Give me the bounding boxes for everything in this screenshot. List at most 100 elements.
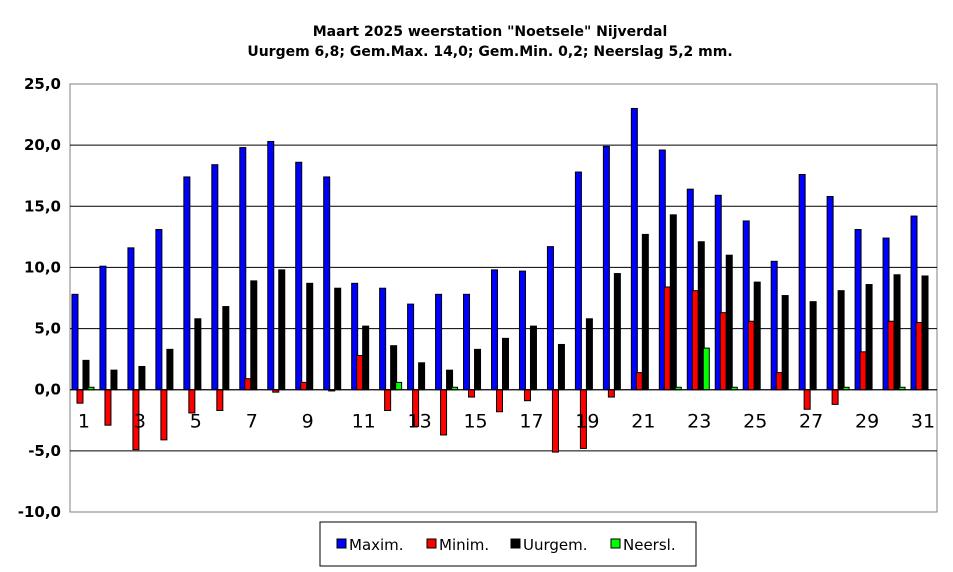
mean-bar: [725, 254, 733, 391]
mean-bar: [557, 343, 565, 391]
bars: [70, 107, 937, 453]
min-bar: [663, 286, 671, 391]
min-bar: [691, 290, 699, 391]
max-bar: [127, 247, 135, 391]
min-bar: [719, 312, 727, 391]
min-bar: [384, 389, 392, 412]
mean-bar: [166, 348, 174, 391]
x-tick-label: 21: [631, 411, 655, 433]
min-bar: [356, 354, 364, 391]
legend-label: Neersl.: [623, 536, 676, 554]
mean-bar: [893, 274, 901, 391]
y-tick-label: -10,0: [18, 503, 61, 521]
x-tick-label: 23: [687, 411, 711, 433]
mean-bar: [669, 214, 677, 391]
max-bar: [491, 269, 498, 391]
y-tick-label: 5,0: [34, 320, 61, 338]
x-tick-label: 3: [134, 411, 146, 433]
legend-swatch: [510, 538, 521, 549]
mean-bar: [474, 348, 482, 391]
min-bar: [803, 389, 811, 410]
min-bar: [216, 389, 224, 412]
chart-title: Maart 2025 weerstation "Noetsele" Nijver…: [313, 24, 668, 40]
min-bar: [887, 320, 895, 391]
y-tick-label: 10,0: [24, 258, 61, 276]
legend-label: Minim.: [439, 536, 489, 554]
x-tick-label: 1: [78, 411, 90, 433]
max-bar: [574, 171, 582, 391]
max-bar: [463, 293, 471, 391]
max-bar: [602, 145, 610, 391]
rain-bar: [702, 347, 710, 391]
max-bar: [630, 107, 638, 391]
max-bar: [71, 293, 79, 391]
mean-bar: [502, 337, 509, 391]
y-tick-label: 25,0: [24, 75, 61, 93]
mean-bar: [753, 281, 761, 391]
y-tick-label: 20,0: [24, 136, 61, 154]
mean-bar: [82, 359, 90, 391]
x-axis-ticks: 1 3 5 7 9 11 13 15 17 19 21 23 25 27 29 31: [78, 411, 935, 433]
min-bar: [915, 321, 923, 391]
legend-swatch: [336, 538, 347, 549]
mean-bar: [278, 269, 286, 391]
min-bar: [76, 389, 84, 404]
max-bar: [770, 260, 778, 391]
max-bar: [155, 229, 163, 391]
y-axis-ticks: 25,0 20,0 15,0 10,0 5,0 0,0 -5,0 -10,0: [18, 75, 61, 521]
plot-area: [69, 83, 938, 513]
mean-bar: [641, 233, 649, 391]
legend-swatch: [610, 538, 621, 549]
min-bar: [551, 389, 559, 453]
x-tick-label: 5: [190, 411, 202, 433]
min-bar: [859, 351, 867, 391]
legend-label: Maxim.: [349, 536, 404, 554]
x-tick-label: 11: [352, 411, 376, 433]
max-bar: [183, 176, 191, 391]
max-bar: [798, 173, 806, 391]
mean-bar: [222, 306, 230, 391]
x-tick-label: 15: [463, 411, 487, 433]
min-bar: [300, 381, 308, 391]
max-bar: [295, 161, 303, 391]
legend: Maxim. Minim. Uurgem. Neersl.: [319, 521, 697, 567]
min-bar: [104, 389, 112, 426]
mean-bar: [865, 284, 873, 391]
max-bar: [407, 303, 415, 391]
mean-bar: [138, 365, 146, 391]
legend-label: Uurgem.: [523, 536, 588, 554]
min-bar: [747, 320, 755, 391]
mean-bar: [194, 318, 202, 391]
x-tick-label: 7: [246, 411, 258, 433]
legend-swatch: [426, 538, 437, 549]
mean-bar: [250, 280, 258, 391]
x-tick-label: 19: [575, 411, 599, 433]
min-bar: [607, 389, 615, 398]
min-bar: [244, 378, 252, 391]
legend-box: [319, 521, 697, 567]
x-tick-label: 31: [911, 411, 935, 433]
min-bar: [831, 389, 839, 405]
min-bar: [635, 372, 643, 391]
mean-bar: [781, 295, 789, 391]
mean-bar: [921, 275, 929, 391]
min-bar: [160, 389, 168, 441]
y-tick-label: 0,0: [34, 381, 61, 399]
mean-bar: [809, 301, 817, 391]
min-bar: [523, 389, 531, 402]
min-bar: [440, 389, 448, 436]
max-bar: [267, 140, 275, 391]
min-bar: [775, 372, 783, 391]
max-bar: [239, 147, 247, 391]
max-bar: [323, 176, 331, 391]
mean-bar: [362, 325, 370, 391]
y-tick-label: -5,0: [28, 442, 61, 460]
chart-subtitle: Uurgem 6,8; Gem.Max. 14,0; Gem.Min. 0,2;…: [247, 44, 732, 60]
min-bar: [188, 389, 196, 414]
mean-bar: [837, 290, 845, 391]
max-bar: [99, 265, 107, 391]
mean-bar: [529, 325, 537, 391]
mean-bar: [306, 282, 314, 391]
y-tick-label: 15,0: [24, 197, 61, 215]
